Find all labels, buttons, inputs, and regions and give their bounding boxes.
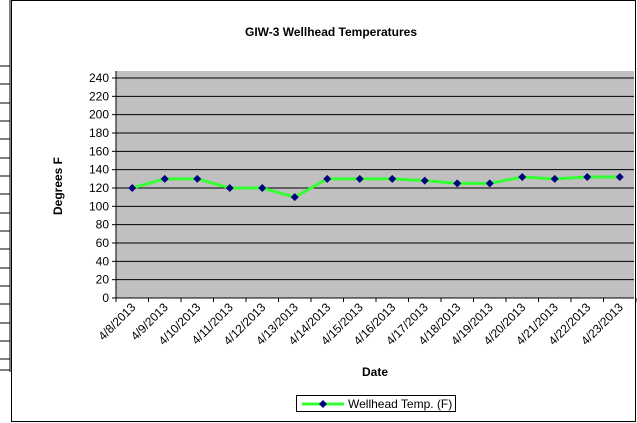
x-axis-label: Date [362,365,388,379]
chart-title: GIW-3 Wellhead Temperatures [245,25,417,39]
data-point [583,173,592,181]
y-tick-label: 60 [96,236,110,250]
y-tick-label: 180 [89,126,109,140]
plot-area [116,71,634,298]
data-point [453,179,462,188]
data-point [518,173,527,181]
data-point [128,184,137,192]
y-tick-label: 140 [89,163,109,177]
sheet-gridlines [0,0,11,372]
data-point [388,174,397,183]
data-point [323,174,332,183]
legend-label: Wellhead Temp. (F) [348,397,452,411]
data-point [290,193,299,202]
y-tick-label: 100 [89,199,109,213]
data-point [193,174,202,183]
data-point [550,174,559,183]
y-tick-label: 160 [89,144,109,158]
data-point [485,179,494,188]
y-tick-label: 80 [96,218,110,232]
legend-marker [319,400,327,408]
y-tick-label: 220 [89,89,109,103]
y-tick-label: 0 [102,291,109,305]
data-point [615,173,624,181]
series-line [131,175,620,199]
data-point [258,184,267,192]
y-tick-label: 240 [89,71,109,85]
y-tick-label: 120 [89,181,109,195]
data-point [355,174,364,183]
data-point [225,184,234,192]
y-axis-label: Degrees F [51,157,65,215]
data-point [420,176,429,185]
y-tick-label: 40 [96,254,110,268]
data-point [160,174,169,183]
y-tick-label: 20 [96,273,110,287]
y-tick-label: 200 [89,108,109,122]
legend-box [296,395,456,412]
